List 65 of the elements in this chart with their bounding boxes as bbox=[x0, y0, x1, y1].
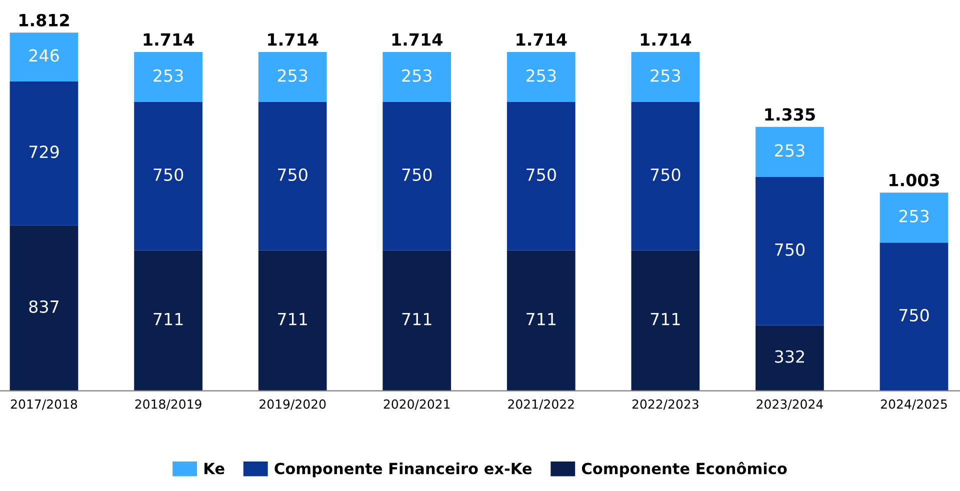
bar bbox=[631, 52, 700, 102]
bar bbox=[756, 176, 824, 326]
total-label: 1.335 bbox=[765, 108, 815, 121]
total-label: 1.714 bbox=[268, 33, 318, 46]
data-label: 332 bbox=[775, 350, 804, 363]
data-label: 750 bbox=[775, 243, 805, 256]
data-label: 729 bbox=[29, 146, 59, 158]
data-label: 750 bbox=[278, 168, 308, 181]
bar bbox=[382, 250, 452, 391]
bar bbox=[506, 102, 576, 250]
x-tick-label: 2023/2024 bbox=[756, 399, 823, 410]
x-tick-label: 2018/2019 bbox=[135, 399, 202, 410]
data-label: 253 bbox=[899, 210, 929, 222]
bar bbox=[134, 102, 202, 250]
bar bbox=[756, 325, 824, 391]
bar bbox=[258, 52, 327, 102]
bar bbox=[10, 32, 78, 82]
total-label: 1.812 bbox=[20, 14, 69, 26]
data-label: 750 bbox=[899, 308, 929, 322]
bar bbox=[756, 126, 824, 177]
bar bbox=[880, 192, 948, 243]
data-label: 253 bbox=[526, 69, 556, 82]
bar bbox=[506, 250, 576, 391]
data-label: 246 bbox=[29, 49, 59, 62]
data-label: 253 bbox=[402, 69, 432, 82]
x-tick-label: 2020/2021 bbox=[384, 399, 450, 410]
x-tick-label: 2019/2020 bbox=[260, 399, 326, 410]
bar bbox=[134, 52, 202, 102]
data-label: 750 bbox=[650, 168, 680, 181]
bar bbox=[631, 250, 700, 391]
data-label: 837 bbox=[29, 300, 58, 313]
total-label: 1.003 bbox=[890, 174, 940, 186]
bar bbox=[134, 250, 202, 391]
bar bbox=[258, 250, 327, 391]
total-label: 1.714 bbox=[392, 33, 442, 46]
data-label: 711 bbox=[526, 313, 556, 326]
data-label: 750 bbox=[402, 168, 432, 181]
x-tick-label: 2017/2018 bbox=[10, 399, 78, 410]
x-tick-label: 2022/2023 bbox=[632, 399, 698, 410]
x-tick-label: 2021/2022 bbox=[508, 399, 574, 410]
data-label: 253 bbox=[775, 144, 804, 157]
bar bbox=[10, 81, 78, 226]
data-label: 253 bbox=[650, 69, 680, 82]
x-tick-label: 2024/2025 bbox=[881, 399, 947, 410]
data-label: 711 bbox=[402, 313, 432, 326]
data-label: 750 bbox=[154, 168, 184, 181]
legend-label: Componente Econômico bbox=[582, 462, 787, 478]
bar bbox=[258, 102, 327, 250]
bar bbox=[382, 52, 452, 102]
bar bbox=[631, 102, 700, 250]
data-label: 253 bbox=[154, 69, 183, 82]
total-label: 1.714 bbox=[144, 33, 194, 46]
bar bbox=[382, 102, 452, 250]
bar bbox=[506, 52, 576, 102]
total-label: 1.714 bbox=[516, 33, 567, 46]
data-label: 750 bbox=[526, 168, 556, 181]
legend-label: Componente Financeiro ex-Ke bbox=[274, 462, 532, 478]
data-label: 711 bbox=[154, 313, 183, 326]
bar bbox=[880, 242, 948, 391]
total-label: 1.714 bbox=[640, 33, 692, 46]
data-label: 711 bbox=[650, 313, 680, 326]
data-label: 711 bbox=[278, 313, 307, 326]
bar bbox=[10, 225, 78, 391]
data-label: 253 bbox=[278, 69, 308, 82]
legend-label: Ke bbox=[204, 462, 224, 474]
